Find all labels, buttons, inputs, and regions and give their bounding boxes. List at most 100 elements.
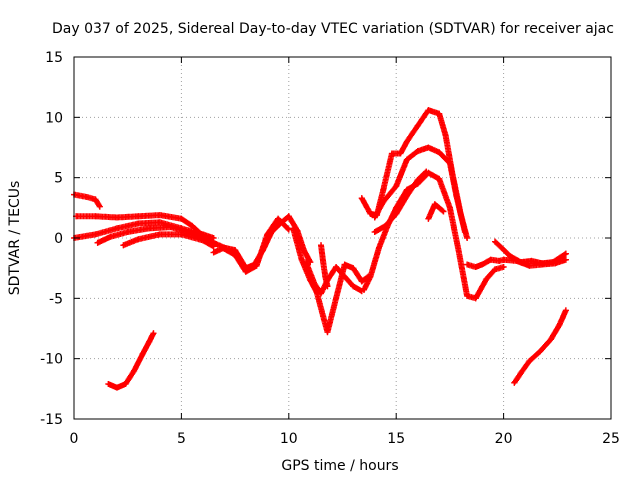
data-point — [492, 238, 499, 245]
data-point — [320, 259, 327, 266]
data-point — [210, 243, 217, 250]
data-point — [210, 249, 217, 256]
data-point — [440, 208, 447, 215]
data-series-track-l — [371, 144, 468, 235]
data-point — [311, 280, 318, 287]
data-point — [298, 256, 305, 263]
data-series-track-r — [500, 256, 569, 269]
data-series-track-a — [71, 191, 103, 210]
data-point — [500, 263, 507, 270]
data-point — [92, 213, 99, 220]
data-point — [446, 204, 453, 211]
data-point — [350, 283, 357, 290]
data-point — [376, 244, 383, 251]
data-point — [341, 273, 348, 280]
data-point — [455, 247, 462, 254]
data-point — [388, 150, 395, 157]
data-point — [360, 286, 367, 293]
data-point — [139, 350, 146, 357]
data-point — [131, 367, 138, 374]
chart-title: Day 037 of 2025, Sidereal Day-to-day VTE… — [52, 21, 614, 37]
data-point — [358, 278, 365, 285]
data-point — [380, 198, 387, 205]
data-point — [189, 222, 196, 229]
y-tick-label: 5 — [54, 171, 63, 187]
data-point — [442, 132, 449, 139]
data-point — [562, 307, 569, 314]
y-tick-label: 10 — [45, 110, 63, 126]
data-marks — [303, 259, 365, 297]
data-series-track-e — [120, 231, 217, 250]
data-point — [107, 233, 114, 240]
data-series-track-p — [464, 256, 507, 270]
data-point — [483, 276, 490, 283]
data-point — [333, 295, 340, 302]
data-point — [517, 370, 524, 377]
data-point — [92, 196, 99, 203]
y-tick-label: 15 — [45, 50, 63, 66]
data-point — [232, 251, 239, 258]
x-tick-label: 0 — [70, 431, 79, 447]
data-point — [156, 219, 163, 226]
data-point — [302, 259, 309, 266]
data-point — [500, 256, 507, 263]
data-point — [492, 266, 499, 273]
data-series-track-s — [105, 330, 157, 391]
data-point — [453, 192, 460, 199]
data-series-track-g — [221, 215, 292, 275]
data-point — [150, 330, 157, 337]
data-point — [350, 265, 357, 272]
data-series-track-j — [318, 242, 331, 290]
x-tick-label: 5 — [177, 431, 186, 447]
y-tick-label: -10 — [40, 352, 63, 368]
data-point — [414, 177, 421, 184]
data-point — [526, 262, 533, 269]
data-point — [318, 242, 325, 249]
data-point — [333, 263, 340, 270]
data-point — [113, 384, 120, 391]
data-point — [318, 290, 325, 297]
data-point — [436, 149, 443, 156]
data-point — [393, 183, 400, 190]
data-point — [414, 122, 421, 129]
data-point — [358, 195, 365, 202]
data-point — [341, 261, 348, 268]
data-point — [253, 262, 260, 269]
data-point — [320, 313, 327, 320]
data-marks — [318, 242, 331, 290]
data-point — [382, 222, 389, 229]
data-point — [403, 192, 410, 199]
data-point — [290, 225, 297, 232]
data-point — [425, 215, 432, 222]
data-point — [120, 242, 127, 249]
data-point — [199, 237, 206, 244]
data-point — [367, 210, 374, 217]
data-layer — [71, 107, 569, 391]
data-point — [464, 235, 471, 241]
data-point — [436, 175, 443, 182]
data-point — [552, 260, 559, 267]
data-point — [513, 257, 520, 264]
data-point — [275, 215, 282, 222]
data-point — [425, 144, 432, 151]
data-point — [178, 215, 185, 222]
data-series-track-n — [371, 168, 430, 235]
data-point — [562, 256, 569, 263]
data-point — [285, 213, 292, 220]
data-point — [537, 348, 544, 355]
tick-layer: 0 5 10 15 20 25 -15 -10 -5 0 5 10 15 — [40, 50, 620, 447]
data-point — [397, 150, 404, 157]
data-point — [479, 261, 486, 268]
data-point — [487, 256, 494, 263]
y-tick-label: -5 — [49, 291, 63, 307]
data-series-track-i — [302, 259, 365, 297]
data-series-track-t — [511, 307, 569, 386]
data-point — [446, 160, 453, 167]
data-point — [324, 329, 331, 336]
data-point — [526, 358, 533, 365]
data-marks — [511, 307, 569, 386]
data-point — [242, 268, 249, 275]
data-point — [472, 263, 479, 270]
data-point — [423, 168, 430, 175]
data-point — [105, 381, 112, 388]
